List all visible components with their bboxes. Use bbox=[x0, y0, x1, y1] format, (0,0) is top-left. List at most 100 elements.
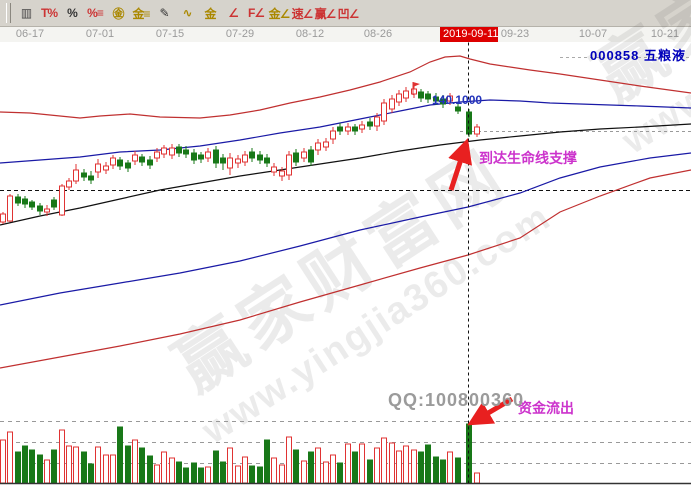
volume-bar bbox=[169, 457, 175, 484]
volume-bar bbox=[264, 439, 270, 484]
candle bbox=[396, 93, 402, 103]
volume-bar bbox=[22, 445, 28, 484]
volume-bar bbox=[95, 446, 101, 484]
volume-bar bbox=[0, 439, 6, 484]
angle-line-icon[interactable]: ∠ bbox=[228, 6, 239, 20]
volume-bar bbox=[117, 426, 123, 484]
candle bbox=[44, 208, 50, 213]
gann-wave-icon[interactable]: ∿ bbox=[182, 6, 192, 20]
candle bbox=[455, 106, 461, 112]
candle bbox=[474, 126, 480, 135]
volume-bar bbox=[73, 446, 79, 484]
volume-bar bbox=[323, 461, 329, 484]
selected-date-badge: 2019-09-11 bbox=[440, 27, 498, 42]
kline-chart-svg[interactable] bbox=[0, 42, 691, 488]
volume-bar bbox=[242, 456, 248, 484]
volume-bar bbox=[213, 450, 219, 484]
candle bbox=[66, 180, 72, 188]
percent-icon[interactable]: % bbox=[67, 6, 78, 20]
percent-lines-icon[interactable]: %≡ bbox=[87, 6, 104, 20]
box-angle-icon[interactable]: 凹∠ bbox=[337, 6, 360, 21]
candle bbox=[198, 154, 204, 160]
volume-bar bbox=[15, 451, 21, 484]
upper-red-envelope bbox=[0, 55, 691, 119]
gold-underline-icon[interactable]: 金 bbox=[204, 6, 216, 21]
axis-date-label: 10-21 bbox=[650, 28, 680, 40]
volume-bar bbox=[447, 451, 453, 484]
volume-bar bbox=[345, 443, 351, 484]
candle bbox=[359, 124, 365, 130]
kline-tool-icon[interactable]: ▥ bbox=[20, 6, 32, 20]
candle bbox=[205, 151, 211, 159]
candle bbox=[425, 93, 431, 100]
volume-bar bbox=[374, 447, 380, 484]
volume-bar bbox=[88, 463, 94, 484]
candle bbox=[81, 172, 87, 178]
volume-bar bbox=[139, 447, 145, 484]
volume-bar bbox=[205, 466, 211, 484]
win-angle-icon[interactable]: 赢∠ bbox=[314, 6, 337, 21]
candle bbox=[161, 147, 167, 155]
volume-bar bbox=[37, 454, 43, 484]
candle bbox=[271, 166, 277, 173]
volume-bar bbox=[44, 459, 50, 484]
qq-watermark: QQ:100800360 bbox=[388, 390, 525, 410]
candle bbox=[337, 126, 343, 132]
candle bbox=[315, 142, 321, 151]
lower-blue-line bbox=[0, 152, 691, 306]
percent-ruler-icon[interactable]: T% bbox=[41, 6, 58, 20]
volume-bar bbox=[227, 447, 233, 484]
volume-bar bbox=[411, 449, 417, 484]
volume-bar bbox=[440, 459, 446, 484]
volume-bar bbox=[293, 449, 299, 484]
candle bbox=[389, 98, 395, 110]
gold-angle-icon[interactable]: 金∠ bbox=[268, 6, 291, 21]
volume-bar bbox=[425, 444, 431, 484]
candle bbox=[139, 156, 145, 163]
candle bbox=[345, 126, 351, 132]
gold-circle-icon[interactable]: ㊎ bbox=[112, 6, 124, 21]
volume-bar bbox=[235, 465, 241, 484]
toolbar-grip[interactable] bbox=[6, 3, 11, 23]
axis-date-label: 08-12 bbox=[295, 28, 325, 40]
candle bbox=[132, 154, 138, 162]
volume-bar bbox=[279, 464, 285, 484]
candle bbox=[7, 195, 13, 222]
candle bbox=[330, 130, 336, 140]
volume-bar bbox=[220, 461, 226, 484]
candle bbox=[220, 157, 226, 164]
candle bbox=[117, 159, 123, 167]
support-arrow bbox=[448, 138, 473, 191]
candle bbox=[88, 175, 94, 181]
volume-bar bbox=[51, 449, 57, 484]
candle bbox=[15, 196, 21, 204]
speed-angle-icon[interactable]: 速∠ bbox=[291, 6, 314, 21]
volume-bar bbox=[249, 465, 255, 484]
volume-bar bbox=[183, 467, 189, 484]
volume-bar bbox=[7, 431, 13, 484]
candle bbox=[403, 90, 409, 99]
gold-lines-icon[interactable]: 金≡ bbox=[132, 6, 150, 21]
candle bbox=[249, 151, 255, 159]
candle bbox=[308, 149, 314, 163]
candle bbox=[125, 162, 131, 169]
outflow-arrow bbox=[467, 396, 514, 426]
drawing-toolbar: ▥ T%% %≡ ㊎金≡ ✎ ∿ 金 ∠ F∠ 金∠ 速∠ 赢∠ 凹∠ bbox=[0, 0, 691, 27]
candle bbox=[37, 205, 43, 212]
candle bbox=[264, 157, 270, 164]
axis-date-label: 07-29 bbox=[225, 28, 255, 40]
brush-tool-icon[interactable]: ✎ bbox=[159, 6, 169, 20]
volume-bar bbox=[367, 459, 373, 484]
candle bbox=[411, 88, 417, 95]
volume-bar bbox=[271, 457, 277, 484]
candle bbox=[381, 102, 387, 122]
candle bbox=[433, 96, 439, 102]
volume-bar bbox=[66, 445, 72, 484]
axis-date-label: 10-07 bbox=[578, 28, 608, 40]
candle bbox=[51, 199, 57, 208]
f-angle-icon[interactable]: F∠ bbox=[247, 6, 265, 20]
candle bbox=[447, 95, 453, 102]
upper-blue-line bbox=[0, 99, 691, 164]
